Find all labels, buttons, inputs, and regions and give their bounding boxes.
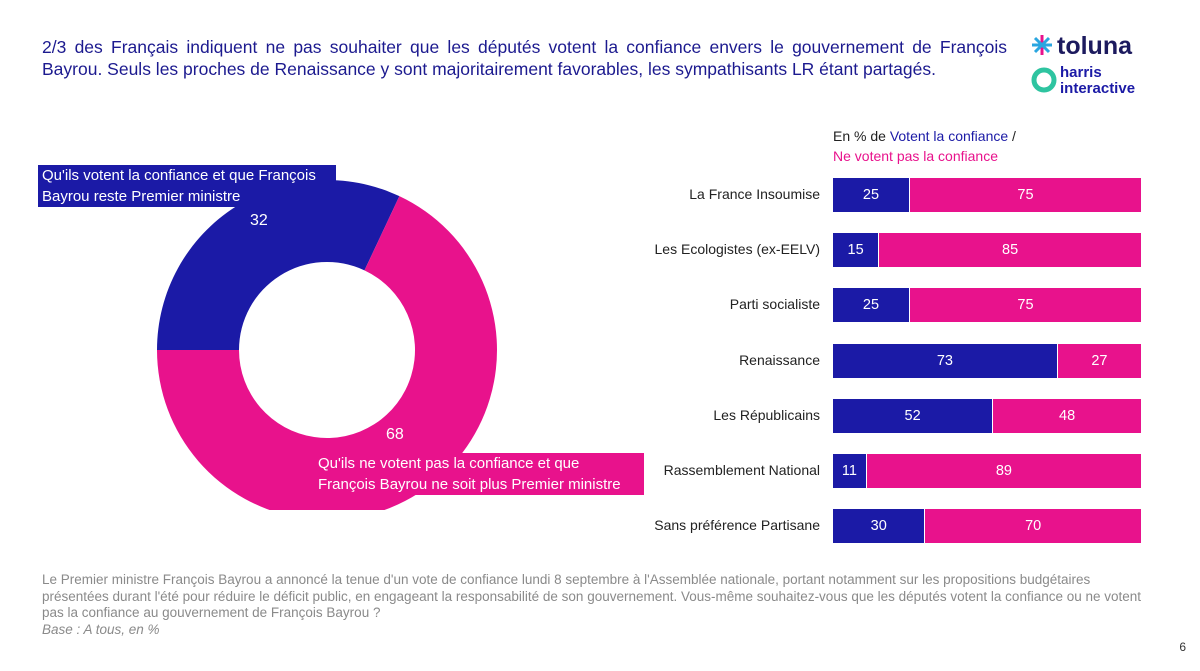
donut-slice bbox=[157, 179, 400, 350]
toluna-star-icon bbox=[1032, 35, 1052, 55]
donut-label-pink: Qu'ils ne votent pas la confiance et que… bbox=[314, 453, 644, 495]
page-title: 2/3 des Français indiquent ne pas souhai… bbox=[42, 37, 1007, 79]
bar-non-confiance: 48 bbox=[993, 398, 1141, 433]
bar-non-confiance: 89 bbox=[866, 454, 1141, 488]
question-note: Le Premier ministre François Bayrou a an… bbox=[42, 572, 1157, 638]
harris-ring-icon bbox=[1031, 67, 1057, 93]
bar-non-confiance: 27 bbox=[1057, 343, 1141, 378]
bar-confiance: 73 bbox=[833, 343, 1059, 378]
donut-chart bbox=[157, 179, 497, 510]
svg-text:toluna: toluna bbox=[1057, 32, 1133, 60]
base-note: Base : A tous, en % bbox=[42, 621, 160, 637]
bar-non-confiance: 70 bbox=[925, 509, 1141, 544]
bar-category-label: Parti socialiste bbox=[729, 296, 820, 313]
legend-blue: Votent la confiance bbox=[889, 128, 1009, 144]
bar-category-label: La France Insoumise bbox=[689, 186, 820, 202]
bar-non-confiance: 85 bbox=[879, 233, 1141, 268]
donut-value-pink: 68 bbox=[386, 426, 404, 443]
bar-confiance: 30 bbox=[833, 509, 927, 544]
legend: En % de Votent la confiance / Ne votent … bbox=[833, 128, 1016, 164]
donut-label-blue: Qu'ils votent la confiance et que Franço… bbox=[38, 165, 336, 207]
bar-non-confiance: 75 bbox=[910, 288, 1141, 323]
logo: toluna harris interactive bbox=[1031, 32, 1135, 97]
bar-confiance: 52 bbox=[833, 398, 995, 433]
bar-confiance: 15 bbox=[833, 233, 881, 268]
bar-category-label: Renaissance bbox=[739, 351, 820, 368]
bar-category-label: Les Républicains bbox=[713, 406, 820, 423]
bar-category-label: Les Ecologistes (ex-EELV) bbox=[654, 241, 820, 258]
legend-pink: Ne votent pas la confiance bbox=[833, 148, 998, 164]
svg-text:harris: harris bbox=[1060, 64, 1102, 81]
svg-text:interactive: interactive bbox=[1060, 80, 1135, 97]
page-number: 6 bbox=[1179, 640, 1186, 654]
bar-confiance: 25 bbox=[833, 178, 911, 212]
donut-value-blue: 32 bbox=[250, 212, 268, 229]
bar-confiance: 25 bbox=[833, 288, 911, 323]
bar-non-confiance: 75 bbox=[910, 178, 1141, 212]
bar-category-label: Rassemblement National bbox=[663, 462, 820, 478]
bar-confiance: 11 bbox=[833, 454, 868, 488]
donut-slice bbox=[157, 196, 497, 510]
bar-category-label: Sans préférence Partisane bbox=[654, 517, 820, 534]
